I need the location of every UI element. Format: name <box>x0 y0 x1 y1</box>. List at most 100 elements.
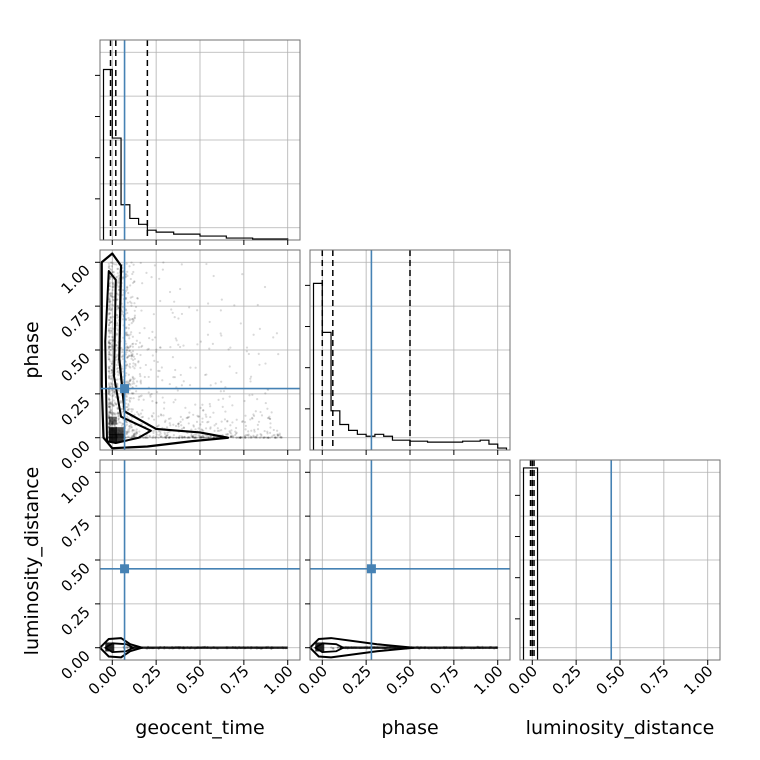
sample-point <box>266 432 269 435</box>
sample-point <box>249 436 252 439</box>
sample-point <box>108 341 111 345</box>
sample-point <box>249 645 253 649</box>
sample-point <box>117 417 120 420</box>
sample-point <box>109 293 113 296</box>
sample-point <box>386 646 389 649</box>
sample-point <box>128 378 132 381</box>
sample-point <box>186 416 189 419</box>
sample-point <box>125 285 129 288</box>
sample-point <box>150 414 154 417</box>
sample-point <box>128 362 131 366</box>
sample-point <box>174 398 177 401</box>
sample-point <box>109 308 112 311</box>
sample-point <box>284 647 288 650</box>
sample-point <box>125 394 128 397</box>
sample-point <box>146 436 149 439</box>
sample-point <box>258 436 261 439</box>
sample-point <box>454 646 457 649</box>
sample-point <box>124 436 128 439</box>
sample-point <box>124 353 128 356</box>
sample-point <box>134 364 137 367</box>
sample-point <box>107 329 111 332</box>
sample-point <box>121 293 124 297</box>
sample-point <box>146 436 149 439</box>
sample-point <box>115 402 118 405</box>
sample-point <box>201 435 204 438</box>
sample-point <box>135 380 139 383</box>
sample-point <box>181 427 184 431</box>
sample-point <box>198 646 201 649</box>
sample-point <box>169 436 172 439</box>
sample-point <box>230 436 234 439</box>
sample-point <box>476 645 480 648</box>
sample-point <box>110 408 113 411</box>
sample-point <box>150 392 153 396</box>
sample-point <box>244 646 247 649</box>
sample-point <box>108 398 111 401</box>
sample-point <box>151 330 154 333</box>
sample-point <box>212 436 215 439</box>
sample-point <box>224 386 227 389</box>
sample-point <box>239 436 242 439</box>
sample-point <box>176 389 179 392</box>
sample-point <box>114 402 117 406</box>
sample-point <box>121 276 124 279</box>
y-tick-label: 0.50 <box>57 349 93 385</box>
sample-point <box>128 265 131 268</box>
sample-point <box>109 381 113 384</box>
sample-point <box>179 345 182 349</box>
sample-point <box>177 343 180 346</box>
sample-point <box>244 434 247 437</box>
sample-point <box>154 436 157 439</box>
sample-point <box>108 332 111 335</box>
truth-marker <box>366 564 376 574</box>
sample-point <box>127 327 130 330</box>
sample-point <box>162 414 165 417</box>
sample-point <box>131 365 135 368</box>
sample-point <box>274 436 277 439</box>
sample-point <box>110 362 113 365</box>
sample-point <box>452 646 455 649</box>
sample-point <box>109 425 112 428</box>
sample-point <box>257 352 260 355</box>
sample-point <box>260 647 264 650</box>
sample-point <box>235 436 238 439</box>
sample-point <box>148 435 152 438</box>
sample-point <box>222 397 225 400</box>
sample-point <box>180 435 183 438</box>
sample-point <box>488 645 492 649</box>
y-tick-label: 0.25 <box>57 393 93 429</box>
sample-point <box>126 274 129 277</box>
sample-point <box>196 309 199 312</box>
sample-point <box>128 349 132 352</box>
sample-point <box>255 647 258 650</box>
sample-point <box>178 646 181 649</box>
sample-point <box>107 313 110 316</box>
sample-point <box>209 435 212 438</box>
sample-point <box>138 372 142 376</box>
sample-point <box>120 424 124 427</box>
sample-point <box>110 403 113 406</box>
sample-point <box>157 647 160 650</box>
sample-point <box>125 296 128 300</box>
sample-point <box>183 436 186 439</box>
sample-point <box>263 436 266 439</box>
sample-point <box>152 418 156 421</box>
sample-point <box>116 412 119 415</box>
sample-point <box>107 376 111 379</box>
sample-point <box>131 375 134 378</box>
sample-point <box>156 391 159 394</box>
sample-point <box>148 337 151 340</box>
x-tick-label: 0.75 <box>216 662 252 698</box>
sample-point <box>125 395 128 398</box>
sample-point <box>438 646 442 650</box>
sample-point <box>139 375 142 378</box>
sample-point <box>110 401 114 404</box>
sample-point <box>230 432 233 435</box>
sample-point <box>247 436 250 439</box>
sample-point <box>151 415 154 418</box>
x-tick-label: 1.00 <box>680 662 716 698</box>
sample-point <box>220 298 223 301</box>
sample-point <box>165 646 169 649</box>
sample-point <box>107 346 111 349</box>
